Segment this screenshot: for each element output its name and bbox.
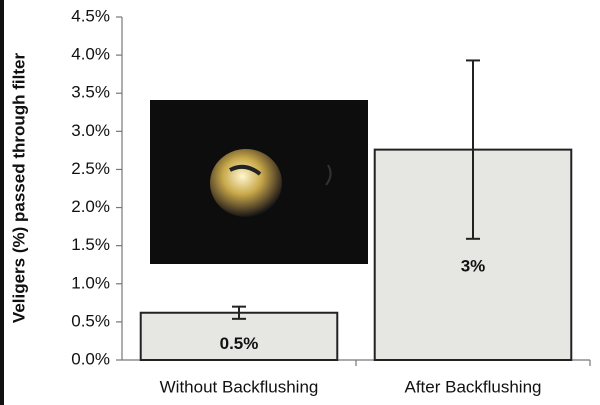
y-tick-label: 2.0% (71, 197, 110, 216)
inset-photo (150, 100, 368, 264)
y-tick-label: 0.0% (71, 349, 110, 368)
chart: Veligers (%) passed through filter 0.0% 0… (0, 0, 600, 405)
y-tick-label: 4.0% (71, 45, 110, 64)
x-tick-label: Without Backflushing (160, 377, 319, 396)
y-tick-label: 2.5% (71, 159, 110, 178)
y-tick-label: 3.5% (71, 83, 110, 102)
y-tick-label: 0.5% (71, 311, 110, 330)
annotation: 3% (461, 256, 486, 275)
y-axis-label: Veligers (%) passed through filter (9, 53, 28, 324)
left-border (0, 0, 4, 405)
y-tick-label: 1.5% (71, 235, 110, 254)
x-tick-label: After Backflushing (404, 377, 541, 396)
annotation: 0.5% (220, 334, 259, 353)
y-tick-label: 3.0% (71, 121, 110, 140)
y-tick-label: 1.0% (71, 273, 110, 292)
y-tick-label: 4.5% (71, 6, 110, 25)
